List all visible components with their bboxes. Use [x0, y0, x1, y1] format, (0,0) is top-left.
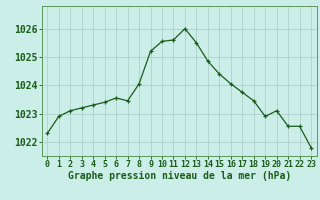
- X-axis label: Graphe pression niveau de la mer (hPa): Graphe pression niveau de la mer (hPa): [68, 171, 291, 181]
